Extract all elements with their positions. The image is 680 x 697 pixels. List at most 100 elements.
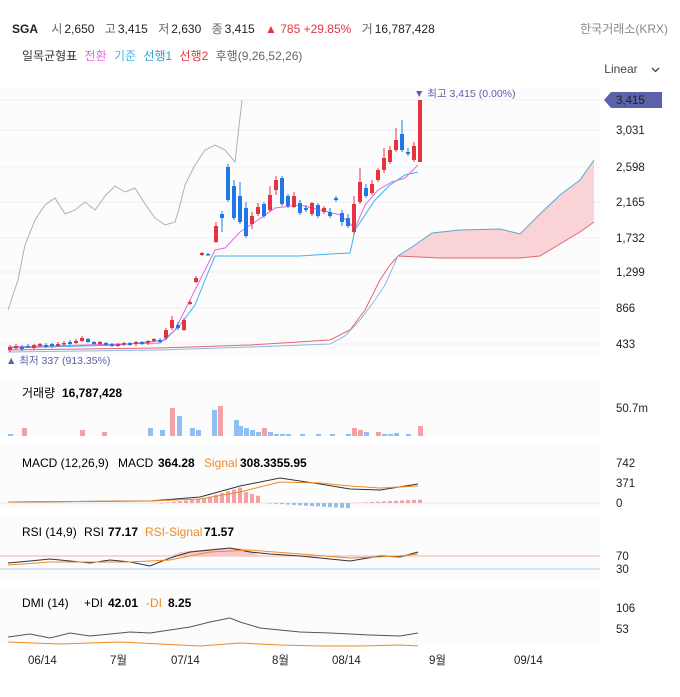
span1-label: 선행1: [143, 49, 173, 63]
candle-body: [68, 342, 72, 344]
candle-body: [340, 213, 344, 222]
macd-hist-bar: [166, 502, 170, 503]
minus-di-line: [7, 641, 419, 647]
candle-body: [26, 346, 30, 348]
candle-body: [8, 347, 12, 350]
candle-body: [352, 204, 356, 232]
x-tick-0814: 08/14: [332, 655, 361, 667]
volume-bar: [388, 434, 393, 436]
macd-hist-bar: [220, 493, 224, 503]
macd-hist-bar: [184, 500, 188, 503]
macd-hist-bar: [208, 496, 212, 503]
macd-hist-bar: [400, 500, 404, 503]
macd-hist-bar: [244, 492, 248, 503]
volume-bar: [80, 430, 85, 436]
x-tick-0914: 09/14: [514, 655, 543, 667]
signal-value: 308.3355.95: [240, 456, 307, 470]
volume-bar: [330, 434, 335, 436]
candle-body: [104, 343, 108, 345]
current-price-value: 3,415: [616, 95, 645, 107]
current-price-tag: 3,415: [604, 92, 662, 108]
signal-label: Signal: [204, 456, 237, 470]
volume-bar: [268, 432, 273, 436]
candle-body: [244, 208, 248, 236]
leading-span-1: [397, 159, 595, 257]
macd-hist-bar: [406, 500, 410, 503]
base-line-label: 기준: [113, 49, 137, 63]
macd-hist-bar: [232, 489, 236, 503]
macd-hist-bar: [178, 501, 182, 503]
candle-body: [170, 320, 174, 328]
pdi-label: +DI: [84, 596, 103, 610]
volume-axis-max: 50.7m: [616, 403, 648, 415]
candle-body: [50, 344, 54, 346]
candle-body: [152, 339, 156, 341]
macd-hist-bar: [172, 501, 176, 503]
candle-body: [110, 344, 114, 346]
candle-body: [304, 208, 308, 210]
low-value: 2,630: [171, 22, 202, 36]
candle-body: [388, 150, 392, 162]
candle-body: [98, 342, 102, 344]
volume-bar: [352, 428, 357, 436]
candle-body: [256, 207, 260, 214]
macd-hist-bar: [292, 503, 296, 505]
candle-body: [412, 146, 416, 160]
macd-hist-bar: [382, 501, 386, 503]
price-axis-label: 866: [616, 303, 635, 315]
rsi-signal-value: 71.57: [204, 525, 234, 539]
macd-panel-label: MACD (12,26,9): [22, 456, 109, 470]
volume-bars: [8, 406, 423, 436]
candle-body: [268, 195, 272, 210]
macd-axis-371: 371: [616, 478, 635, 490]
volume-bar: [382, 434, 387, 436]
conversion-line-label: 전환: [84, 49, 107, 63]
volume-bar: [177, 416, 182, 436]
volume-bar: [406, 434, 411, 436]
volume-bar: [218, 406, 223, 436]
macd-hist-bar: [316, 503, 320, 507]
macd-axis-742: 742: [616, 458, 635, 470]
close-value: 3,415: [224, 22, 255, 36]
x-tick-aug: 8월: [272, 654, 289, 667]
candle-body: [214, 226, 218, 242]
volume-bar: [212, 410, 217, 436]
macd-value: 364.28: [158, 456, 195, 470]
lagging-span: [7, 99, 243, 311]
high-annotation: ▼ 최고 3,415 (0.00%): [414, 88, 516, 100]
macd-hist-bar: [202, 498, 206, 503]
candle-body: [14, 346, 18, 348]
volume-bar: [256, 432, 261, 436]
volume-bar: [22, 428, 27, 436]
candle-body: [334, 198, 338, 200]
macd-hist-bar: [304, 503, 308, 506]
volume-bar: [102, 432, 107, 436]
candle-body: [406, 152, 410, 154]
dmi-axis-53: 53: [616, 624, 629, 636]
volume-bar: [262, 428, 267, 436]
candle-body: [220, 214, 224, 218]
rsi-axis-70: 70: [616, 551, 629, 563]
volume-bar: [148, 428, 153, 436]
volume-panel-label: 거래량: [22, 386, 55, 400]
price-axis-label: 2,165: [616, 197, 645, 209]
macd-hist-bar: [250, 494, 254, 503]
plus-di-line: [7, 617, 419, 639]
macd-hist-bar: [370, 502, 374, 503]
high-label: 고: [104, 22, 116, 36]
rsi-signal-line: [7, 549, 419, 566]
high-value: 3,415: [117, 22, 148, 36]
rsi-panel-label: RSI (14,9): [22, 525, 77, 539]
scale-dropdown[interactable]: Linear: [604, 62, 660, 76]
volume-label: 거: [361, 22, 373, 36]
ichimoku-cloud: [398, 160, 594, 258]
lagging-span-label: 후행(9,26,52,26): [215, 49, 303, 63]
macd-hist-bar: [238, 487, 242, 503]
candle-body: [376, 170, 380, 180]
candle-body: [128, 343, 132, 345]
volume-bar: [286, 434, 291, 436]
macd-line: [7, 477, 419, 503]
candle-body: [20, 347, 24, 349]
price-axis-label: 1,299: [616, 267, 645, 279]
